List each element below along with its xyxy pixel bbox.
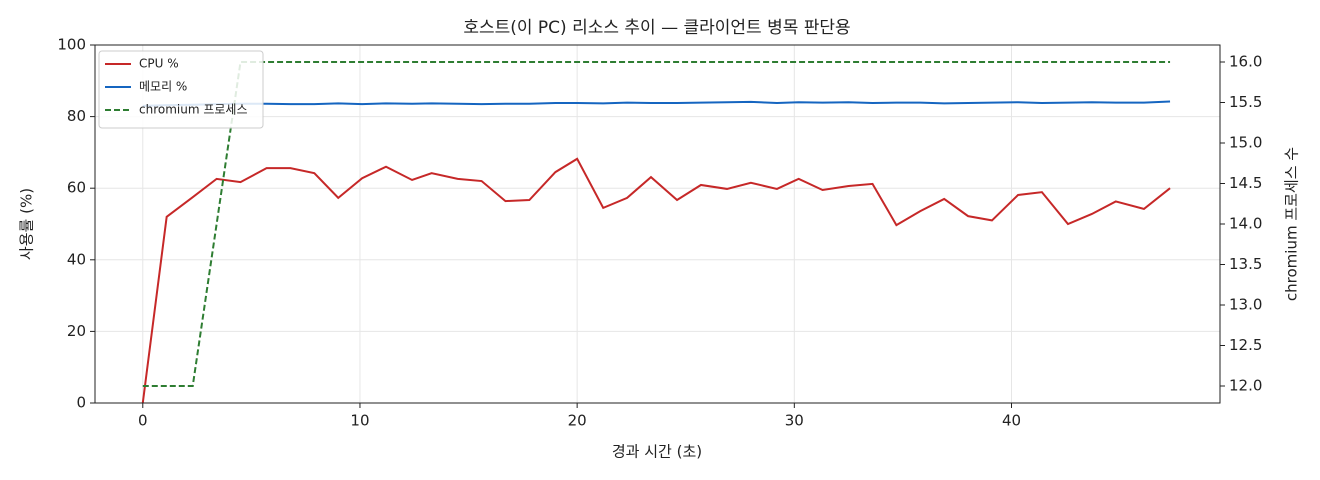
y2-tick-label: 14.5 [1229,174,1262,192]
y-tick-label: 80 [67,107,86,125]
x-tick-label: 10 [350,412,369,430]
legend: CPU % 메모리 % chromium 프로세스 [98,50,264,129]
y-tick-label: 20 [67,322,86,340]
y2-tick-label: 15.0 [1229,134,1262,152]
y2-tick-label: 13.0 [1229,295,1262,313]
y2-tick-label: 12.5 [1229,336,1262,354]
x-tick-label: 30 [785,412,804,430]
chart-title: 호스트(이 PC) 리소스 추이 — 클라이언트 병목 판단용 [463,18,850,38]
y2-tick-label: 13.5 [1229,255,1262,273]
y2-tick-label: 14.0 [1229,215,1262,233]
x-tick-label: 20 [568,412,587,430]
series-line [141,157,1171,404]
legend-label: 메모리 % [139,80,187,94]
x-tick-label: 0 [138,412,148,430]
y2-tick-label: 15.5 [1229,93,1262,111]
plot-frame [94,44,1221,404]
legend-label: CPU % [139,57,179,71]
y2-tick-label: 12.0 [1229,376,1262,394]
y-tick-label: 0 [76,394,86,412]
y-tick-label: 100 [57,36,86,54]
y2-axis-label: chromium 프로세스 수 [1283,147,1301,301]
x-tick-label: 40 [1002,412,1021,430]
series-line [142,100,1171,107]
x-axis-label: 경과 시간 (초) [612,443,702,461]
y2-tick-label: 16.0 [1229,53,1262,71]
legend-box [98,50,264,129]
y-tick-label: 40 [67,250,86,268]
y-tick-label: 60 [67,179,86,197]
y-axis-label: 사용률 (%) [18,188,36,260]
series-line [142,61,1171,387]
legend-label: chromium 프로세스 [139,103,248,117]
